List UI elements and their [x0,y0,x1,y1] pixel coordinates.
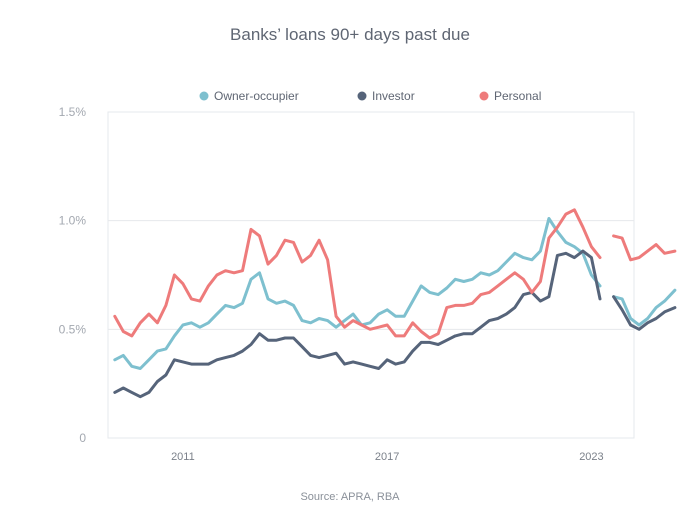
series-personal [113,208,677,340]
series-owner-occupier [113,217,677,370]
y-tick-label: 1.5% [59,105,87,119]
y-axis: 1.5% 1.0% 0.5% 0 [59,105,87,445]
series-line-personal [113,208,602,340]
y-tick-label: 0.5% [59,322,87,336]
series-line-owner-occupier [612,288,677,327]
chart-source: Source: APRA, RBA [300,491,400,503]
x-tick-label: 2011 [171,451,195,463]
y-tick-label: 0 [79,431,86,445]
gridlines [108,111,634,439]
legend-label-investor: Investor [372,89,415,103]
series-investor [113,249,677,399]
plot-frame [107,111,635,439]
series-line-investor [113,249,602,399]
x-tick-label: 2017 [375,451,399,463]
x-axis: 2011 2017 2023 [171,451,604,463]
legend-label-owner-occupier: Owner-occupier [214,89,299,103]
legend-label-personal: Personal [494,89,541,103]
series-lines [113,208,677,399]
legend-marker-personal [479,91,489,101]
legend-marker-owner-occupier [199,91,209,101]
legend-marker-investor [357,91,367,101]
y-tick-label: 1.0% [59,214,87,228]
chart-title: Banks’ loans 90+ days past due [230,25,470,44]
series-line-personal [612,234,677,262]
series-line-owner-occupier [113,217,602,370]
x-tick-label: 2023 [579,451,603,463]
series-line-investor [612,295,677,331]
legend: Owner-occupier Investor Personal [199,89,541,103]
